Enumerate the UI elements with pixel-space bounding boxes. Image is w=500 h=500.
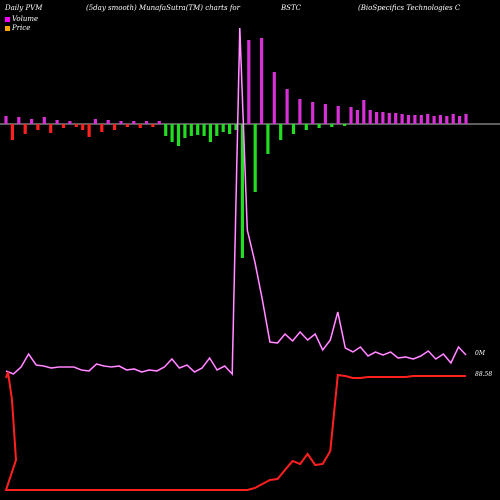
volume-bar xyxy=(42,117,46,124)
volume-line-highlight xyxy=(5,27,467,375)
chart-title-left: Daily PVM xyxy=(5,4,43,12)
volume-bar xyxy=(419,115,423,124)
volume-bar xyxy=(240,124,244,258)
volume-bar xyxy=(164,124,168,136)
volume-bar xyxy=(36,124,40,130)
volume-bar xyxy=(394,113,398,124)
volume-bar xyxy=(368,110,372,124)
volume-bar xyxy=(323,104,327,124)
volume-bar xyxy=(438,115,442,124)
volume-bar xyxy=(413,115,417,124)
volume-bar xyxy=(23,124,27,134)
legend-volume-label: Volume xyxy=(12,15,39,23)
volume-bar xyxy=(355,110,359,124)
volume-bar xyxy=(81,124,85,130)
volume-bar xyxy=(132,121,136,124)
volume-bar xyxy=(304,124,308,130)
volume-bar xyxy=(381,112,385,124)
price-end-label: 88.58 xyxy=(475,371,493,378)
volume-bar xyxy=(285,89,289,124)
volume-bar xyxy=(145,121,149,124)
chart-title-method: (5day smooth) MunafaSutra(TM) charts for xyxy=(86,4,240,12)
volume-bar xyxy=(106,120,110,124)
legend-volume-swatch xyxy=(5,16,10,22)
volume-bar xyxy=(349,107,353,124)
volume-bar xyxy=(68,121,72,124)
volume-bar xyxy=(432,116,436,124)
volume-bar xyxy=(113,124,117,130)
volume-bar xyxy=(176,124,181,146)
price-line xyxy=(4,371,466,491)
volume-bar xyxy=(375,112,379,124)
volume-bar xyxy=(208,124,212,142)
volume-bar xyxy=(298,99,302,124)
volume-bar xyxy=(406,115,411,124)
legend-price-swatch xyxy=(5,25,10,31)
volume-bar xyxy=(202,124,206,136)
volume-bar xyxy=(317,124,321,128)
chart-title-company: (BioSpecifics Technologies C xyxy=(358,4,461,12)
volume-bar xyxy=(17,117,21,124)
volume-bar xyxy=(253,124,257,192)
volume-bar xyxy=(247,40,251,124)
volume-bar xyxy=(266,124,270,154)
volume-bar xyxy=(49,124,53,133)
volume-bar xyxy=(183,124,187,138)
volume-bar xyxy=(74,124,78,127)
volume-bar xyxy=(10,124,14,140)
volume-bar xyxy=(119,121,123,124)
chart-title-symbol: BSTC xyxy=(281,4,301,12)
volume-bar xyxy=(215,124,219,136)
volume-bar xyxy=(464,114,468,124)
volume-bar xyxy=(196,124,200,135)
volume-bar xyxy=(458,116,462,124)
volume-bar xyxy=(4,116,8,124)
legend-volume: Volume xyxy=(5,15,38,23)
volume-bar xyxy=(234,124,238,130)
volume-bar xyxy=(260,38,264,124)
volume-bar xyxy=(387,113,391,124)
volume-bar xyxy=(100,124,104,132)
volume-bar xyxy=(228,124,232,134)
legend-price-label: Price xyxy=(12,24,31,32)
volume-end-label: 0M xyxy=(475,350,485,357)
volume-bar xyxy=(400,114,404,124)
legend-price: Price xyxy=(5,24,30,32)
volume-bar xyxy=(55,120,59,124)
volume-bar xyxy=(189,124,193,136)
volume-bar xyxy=(291,124,296,134)
volume-bar xyxy=(362,100,366,124)
volume-bar xyxy=(336,106,340,124)
volume-bar xyxy=(30,119,34,124)
volume-bar xyxy=(272,72,276,124)
volume-bar xyxy=(311,102,315,124)
volume-bar xyxy=(170,124,174,142)
volume-bar xyxy=(125,124,129,127)
volume-bar xyxy=(330,124,334,127)
volume-bar xyxy=(138,124,142,128)
volume-bar xyxy=(93,119,97,124)
volume-bar xyxy=(221,124,225,132)
volume-bar xyxy=(445,116,449,124)
volume-bar xyxy=(426,114,430,124)
volume-bar xyxy=(151,124,155,127)
volume-bar xyxy=(157,121,161,124)
volume-bar xyxy=(87,124,91,137)
volume-bar xyxy=(451,114,455,124)
volume-bar xyxy=(343,124,347,126)
volume-bar xyxy=(61,124,66,128)
volume-bar xyxy=(279,124,283,140)
